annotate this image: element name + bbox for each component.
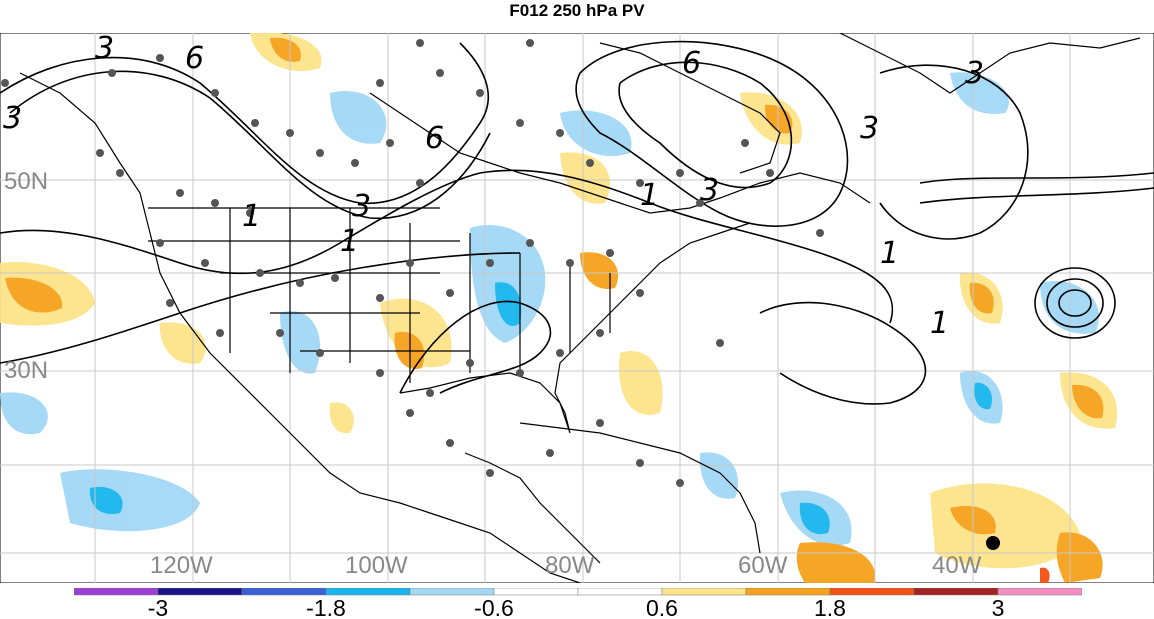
pos-anomaly-pacific-core xyxy=(5,277,63,313)
colorbar-swatch xyxy=(913,588,999,596)
contour-cutoff-mid xyxy=(1046,278,1104,328)
colorbar-swatch xyxy=(997,588,1082,596)
lon-label-100w: 100W xyxy=(345,552,408,579)
contour-label: 3 xyxy=(860,111,879,146)
hudson-labrador-coast xyxy=(369,92,871,214)
contour-north-atl-ring xyxy=(575,40,849,227)
colorbar-tick-label: 0.6 xyxy=(646,595,678,616)
neg-anomaly-atlantic-s-core xyxy=(799,502,830,535)
lon-label-60w: 60W xyxy=(738,552,788,579)
pv-shading xyxy=(0,33,1118,583)
central-america xyxy=(464,452,601,564)
contour-6-north xyxy=(9,70,491,220)
pos-anomaly-ohio xyxy=(580,252,619,289)
contour-label: 3 xyxy=(352,189,371,224)
contour-north-atl-inner xyxy=(618,61,793,189)
gulf-atlantic-coast xyxy=(399,222,751,434)
colorbar-swatch xyxy=(325,588,411,596)
pos-anomaly-se-max xyxy=(1040,567,1050,583)
neg-anomaly-hudson xyxy=(330,91,387,144)
axis-labels: 50N 30N 120W 100W 80W 60W 40W xyxy=(4,168,982,579)
neg-anomaly-far-west xyxy=(0,392,48,435)
colorbar-swatch xyxy=(409,588,495,596)
colorbar-swatch xyxy=(157,588,243,596)
pos-anomaly-se-corner xyxy=(1056,532,1103,583)
colorbar-tick-label: 3 xyxy=(992,595,1005,616)
lat-label-50n: 50N xyxy=(4,168,48,195)
colorbar: -3 -1.8 -0.6 0.6 1.8 3 xyxy=(74,588,1082,616)
pos-anomaly-mid-atl-core xyxy=(969,282,994,314)
colorbar-ticks: -3 -1.8 -0.6 0.6 1.8 3 xyxy=(148,595,1005,616)
pos-anomaly-top-core xyxy=(270,37,301,62)
contour-label: 1 xyxy=(242,199,261,234)
colorbar-swatch xyxy=(493,588,579,596)
contour-3-north xyxy=(0,42,490,204)
neg-anomaly-caribbean xyxy=(699,452,739,499)
pos-anomaly-gulf xyxy=(380,298,452,368)
pos-anomaly-mexico xyxy=(329,402,354,434)
pos-anomaly-east-core xyxy=(1072,384,1104,419)
contour-3-east xyxy=(879,64,1029,240)
colorbar-tick-label: -3 xyxy=(148,595,168,616)
contour-east-b xyxy=(919,187,1154,204)
neg-anomaly-north xyxy=(560,110,632,157)
contour-label: 1 xyxy=(880,236,899,271)
pos-anomaly-sw-atl xyxy=(619,351,663,415)
contour-label: 3 xyxy=(95,33,114,66)
baffin-coast xyxy=(599,42,781,174)
pv-map: 3 6 1 1 3 6 3 1 6 3 3 1 3 1 50N 30N 120W… xyxy=(0,33,1154,583)
contour-label: 6 xyxy=(425,121,444,156)
contour-label: 3 xyxy=(3,101,22,136)
colorbar-tick-label: -0.6 xyxy=(474,595,514,616)
neg-anomaly-pacific-core xyxy=(89,486,123,515)
contour-label: 3 xyxy=(965,56,984,91)
contour-label: 6 xyxy=(185,41,204,76)
contour-trough xyxy=(399,300,552,394)
colorbar-swatch xyxy=(74,588,159,596)
contour-label: 3 xyxy=(700,173,719,208)
pos-anomaly-canada xyxy=(560,152,610,204)
contour-1-south xyxy=(0,252,521,364)
contour-1-atl xyxy=(759,301,927,405)
pacific-coast xyxy=(19,72,581,583)
pos-anomaly-bottom xyxy=(796,542,876,583)
state-lines-v xyxy=(229,208,611,383)
contour-label: 1 xyxy=(930,306,949,341)
colorbar-swatch xyxy=(661,588,747,596)
colorbar-swatch xyxy=(577,588,663,596)
pv-contours xyxy=(0,40,1154,405)
contour-cutoff-inner xyxy=(1058,289,1092,317)
lon-label-80w: 80W xyxy=(545,552,595,579)
contour-label: 6 xyxy=(682,46,701,81)
pos-anomaly-atlantic-se xyxy=(930,483,1080,569)
contour-label: 1 xyxy=(340,224,359,259)
cyclone-marker xyxy=(986,536,1000,550)
map-title: F012 250 hPa PV xyxy=(509,1,645,20)
greenland-coast xyxy=(839,33,1141,94)
contour-labels: 3 6 1 1 3 6 3 1 6 3 3 1 3 1 xyxy=(3,33,984,341)
contour-east-a xyxy=(919,172,1154,184)
neg-anomaly-atlantic-core xyxy=(974,382,993,410)
colorbar-tick-label: -1.8 xyxy=(306,595,346,616)
contour-1-mid xyxy=(0,169,894,324)
colorbar-swatches xyxy=(74,588,1082,596)
lon-label-120w: 120W xyxy=(150,552,213,579)
coastlines xyxy=(19,33,1141,583)
graticule xyxy=(0,33,1154,583)
colorbar-swatch xyxy=(745,588,831,596)
contour-label: 1 xyxy=(640,178,659,213)
colorbar-tick-label: 1.8 xyxy=(814,595,846,616)
caribbean-islands xyxy=(519,422,761,554)
station-dots xyxy=(1,39,824,487)
neg-anomaly-core xyxy=(495,282,522,327)
contour-cutoff-outer xyxy=(1034,267,1116,339)
pos-anomaly-labrador-core xyxy=(764,104,793,134)
lat-label-30n: 30N xyxy=(4,357,48,384)
colorbar-swatch xyxy=(241,588,327,596)
colorbar-swatch xyxy=(829,588,915,596)
lon-label-40w: 40W xyxy=(932,552,982,579)
